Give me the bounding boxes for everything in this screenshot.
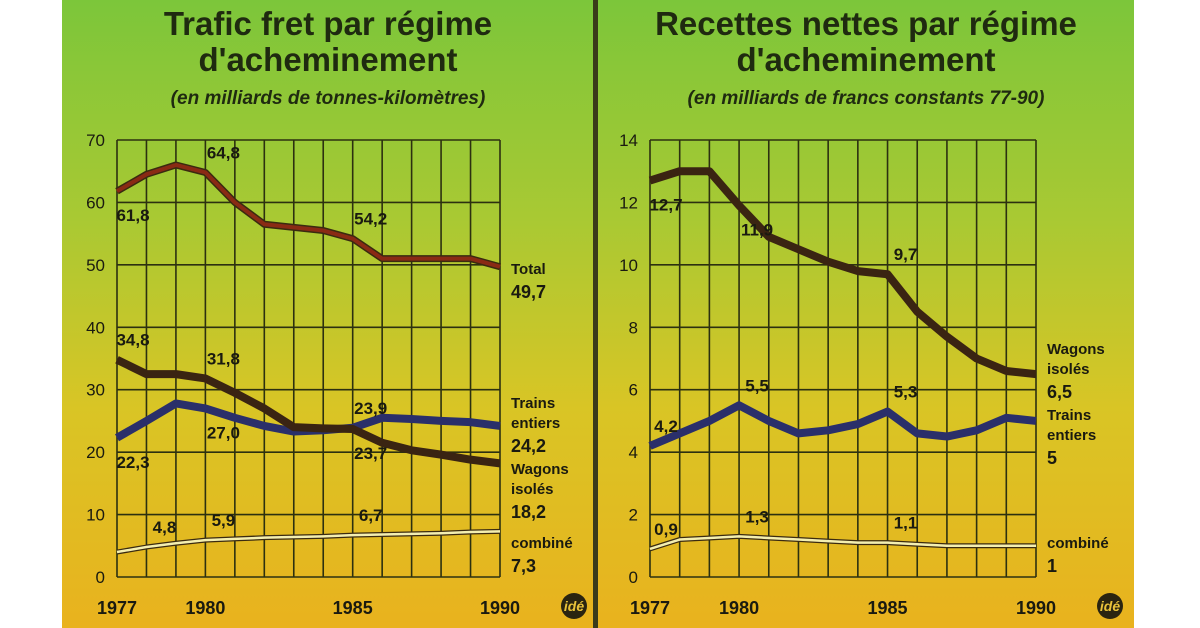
y-tick-label: 2 <box>629 506 638 525</box>
series-end-label: Trains <box>511 395 555 412</box>
x-tick-label: 1990 <box>1016 598 1056 618</box>
series-end-label: entiers <box>511 415 560 432</box>
data-label: 5,9 <box>212 511 236 530</box>
chart-trafic: 0 10 20 30 40 50 60 70 1977 1980 1985 1990 61,8 64,8 5… <box>86 131 587 619</box>
logo-badge <box>1097 593 1123 619</box>
series-line-Total <box>116 162 501 269</box>
y-tick-label: 6 <box>629 381 638 400</box>
data-label: 1,1 <box>894 514 918 533</box>
data-label: 4,8 <box>153 518 177 537</box>
series-end-label: 24,2 <box>511 436 546 456</box>
x-tick-label: 1980 <box>185 598 225 618</box>
data-label: 5,3 <box>894 383 918 402</box>
y-tick-label: 8 <box>629 318 638 337</box>
data-label: 0,9 <box>654 520 678 539</box>
logo-text: idé <box>564 598 584 614</box>
y-tick-label: 10 <box>86 506 105 525</box>
series-line-Trains-entiers <box>115 399 501 442</box>
ide-logo: idé <box>561 593 587 619</box>
series-end-label: 1 <box>1047 556 1057 576</box>
data-label: 12,7 <box>649 196 682 215</box>
y-tick-label: 30 <box>86 381 105 400</box>
series-end-label: isolés <box>511 481 554 498</box>
data-label: 61,8 <box>116 206 149 225</box>
y-tick-label: 14 <box>619 131 638 150</box>
logo-badge <box>561 593 587 619</box>
series-end-label: 6,5 <box>1047 382 1072 402</box>
series-line-Wagons-isolés <box>648 167 1037 379</box>
data-label: 11,9 <box>741 221 773 240</box>
data-label: 5,5 <box>745 376 769 395</box>
chart-subtitle: (en milliards de tonnes-kilomètres) <box>170 88 486 109</box>
chart-subtitle: (en milliards de francs constants 77-90) <box>687 88 1045 109</box>
series-line-Trains-entiers <box>648 401 1037 450</box>
data-label: 4,2 <box>654 417 678 436</box>
y-tick-label: 70 <box>86 131 105 150</box>
series-end-label: Trains <box>1047 407 1091 424</box>
y-tick-label: 0 <box>96 568 105 587</box>
divider <box>593 0 599 628</box>
chart-title: Trafic fret par régime d'acheminement <box>163 5 493 78</box>
data-label: 64,8 <box>207 143 240 162</box>
data-label: 23,7 <box>354 444 387 463</box>
y-tick-label: 50 <box>86 256 105 275</box>
series-end-label: Wagons <box>1047 341 1105 358</box>
series-end-label: 49,7 <box>511 282 546 302</box>
series-end-label: combiné <box>1047 535 1109 552</box>
data-label: 1,3 <box>745 507 769 526</box>
chart-panel-recettes: Recettes nettes par régime d'acheminemen… <box>598 0 1134 628</box>
series-line-Wagons-isolés <box>115 356 501 468</box>
y-tick-label: 40 <box>86 318 105 337</box>
series-line-combiné <box>649 535 1036 551</box>
series-line-combiné <box>116 530 501 554</box>
series-end-label: entiers <box>1047 427 1096 444</box>
series-end-label: 7,3 <box>511 556 536 576</box>
series-end-label: combiné <box>511 535 573 552</box>
y-tick-label: 20 <box>86 443 105 462</box>
y-tick-label: 12 <box>619 193 638 212</box>
series-end-label: 5 <box>1047 448 1057 468</box>
chart-panel-trafic: Trafic fret par régime d'acheminement (e… <box>62 0 594 628</box>
series-end-label: Wagons <box>511 461 569 478</box>
x-tick-label: 1977 <box>97 598 137 618</box>
logo-text: idé <box>1100 598 1120 614</box>
series-outline <box>115 161 501 271</box>
data-label: 6,7 <box>359 506 383 525</box>
x-tick-label: 1985 <box>868 598 908 618</box>
data-label: 34,8 <box>116 331 149 350</box>
x-tick-label: 1985 <box>333 598 373 618</box>
data-label: 54,2 <box>354 210 387 229</box>
chart-recettes: 0 2 4 6 8 10 12 14 1977 1980 1985 1990 12,7 11,9 9,7 Wa… <box>619 131 1123 619</box>
series-end-label: isolés <box>1047 361 1090 378</box>
series-end-label: Total <box>511 261 546 278</box>
y-tick-label: 60 <box>86 193 105 212</box>
ide-logo: idé <box>1097 593 1123 619</box>
x-tick-label: 1980 <box>719 598 759 618</box>
data-label: 31,8 <box>207 349 240 368</box>
y-tick-label: 4 <box>629 443 638 462</box>
x-tick-label: 1977 <box>630 598 670 618</box>
y-tick-label: 10 <box>619 256 638 275</box>
y-tick-label: 0 <box>629 568 638 587</box>
chart-title: Recettes nettes par régime d'acheminemen… <box>655 5 1077 78</box>
data-label: 9,7 <box>894 245 918 264</box>
series-end-label: 18,2 <box>511 502 546 522</box>
data-label: 23,9 <box>354 399 387 418</box>
x-tick-label: 1990 <box>480 598 520 618</box>
data-label: 22,3 <box>116 453 149 472</box>
data-label: 27,0 <box>207 423 240 442</box>
